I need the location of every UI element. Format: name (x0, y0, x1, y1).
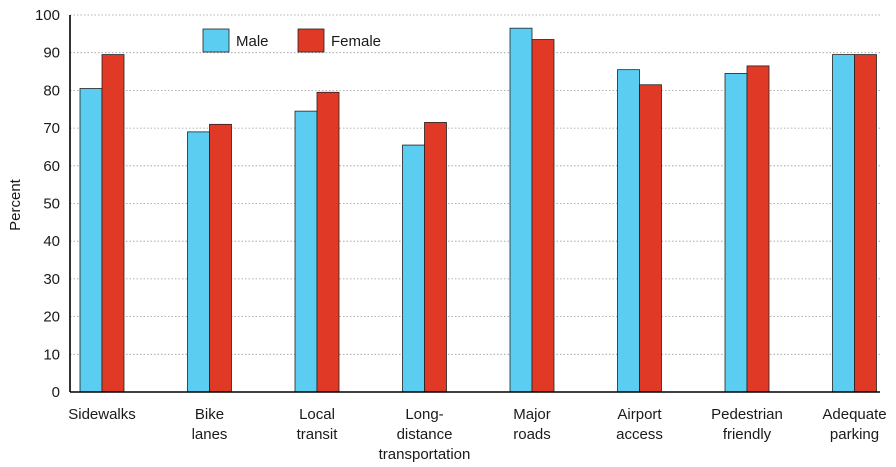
bar-female-5 (639, 84, 662, 393)
bar-female-3 (424, 122, 447, 393)
x-category-label: Major roads (513, 406, 551, 443)
y-tick-label: 60 (43, 158, 60, 175)
x-category-label-line: Adequate (822, 406, 886, 423)
axes (69, 15, 880, 393)
bar-female-2 (316, 91, 340, 393)
x-category-label-line: Airport (617, 406, 662, 423)
x-category-label-line: Long- (405, 406, 443, 423)
x-category-label: Adequate parking (822, 406, 886, 443)
x-category-label-line: Sidewalks (68, 406, 136, 423)
bar-female-7 (854, 54, 877, 393)
x-category-label-line: lanes (192, 426, 228, 443)
legend: Male Female (202, 28, 381, 53)
y-tick-label: 10 (43, 346, 60, 363)
x-category-label: Bike lanes (192, 406, 228, 443)
bar-male-0 (79, 88, 103, 393)
bar-male-5 (617, 69, 640, 393)
bars (79, 27, 877, 393)
bar-male-2 (294, 110, 318, 393)
x-category-label: Long-distance transportation (379, 406, 471, 463)
x-category-label-line: parking (830, 426, 879, 443)
y-tick-label: 80 (43, 82, 60, 99)
y-tick-label: 90 (43, 45, 60, 62)
x-category-label: Airport access (616, 406, 663, 443)
x-category-label-line: Local (299, 406, 335, 423)
y-tick-label: 100 (35, 7, 60, 24)
bar-female-4 (531, 39, 555, 393)
legend-swatch-female (297, 28, 325, 53)
x-category-label: Pedestrian friendly (711, 406, 783, 443)
x-category-label: Local transit (297, 406, 339, 443)
bar-male-3 (402, 144, 425, 393)
bar-female-1 (209, 123, 232, 393)
bar-male-4 (509, 27, 533, 393)
x-category-label-line: Major (513, 406, 551, 423)
bar-male-1 (187, 131, 210, 393)
y-tick-label: 20 (43, 309, 60, 326)
legend-label-male: Male (236, 33, 269, 50)
bar-female-0 (101, 54, 125, 393)
y-axis-label: Percent (7, 178, 24, 231)
x-category-label-line: distance (397, 426, 453, 443)
legend-label-female: Female (331, 33, 381, 50)
y-tick-label: 50 (43, 196, 60, 213)
legend-swatch-male (202, 28, 230, 53)
x-category-label-line: transportation (379, 446, 471, 463)
x-category-label-line: Pedestrian (711, 406, 783, 423)
y-tick-label: 0 (52, 384, 60, 401)
x-category-label-line: transit (297, 426, 339, 443)
y-tick-label: 70 (43, 120, 60, 137)
x-category-label-line: friendly (723, 426, 772, 443)
y-tick-label: 30 (43, 271, 60, 288)
x-category-label-line: roads (513, 426, 551, 443)
x-category-label-line: Bike (195, 406, 224, 423)
y-tick-labels: 0 10 20 30 40 50 60 70 80 90 100 (35, 7, 60, 401)
bar-male-7 (832, 54, 855, 393)
x-category-labels: Sidewalks Bike lanes Local transit Long-dista… (68, 406, 886, 463)
bar-male-6 (724, 73, 748, 393)
x-category-label-line: access (616, 426, 663, 443)
x-category-label: Sidewalks (68, 406, 136, 423)
bar-female-6 (746, 65, 770, 393)
y-tick-label: 40 (43, 233, 60, 250)
